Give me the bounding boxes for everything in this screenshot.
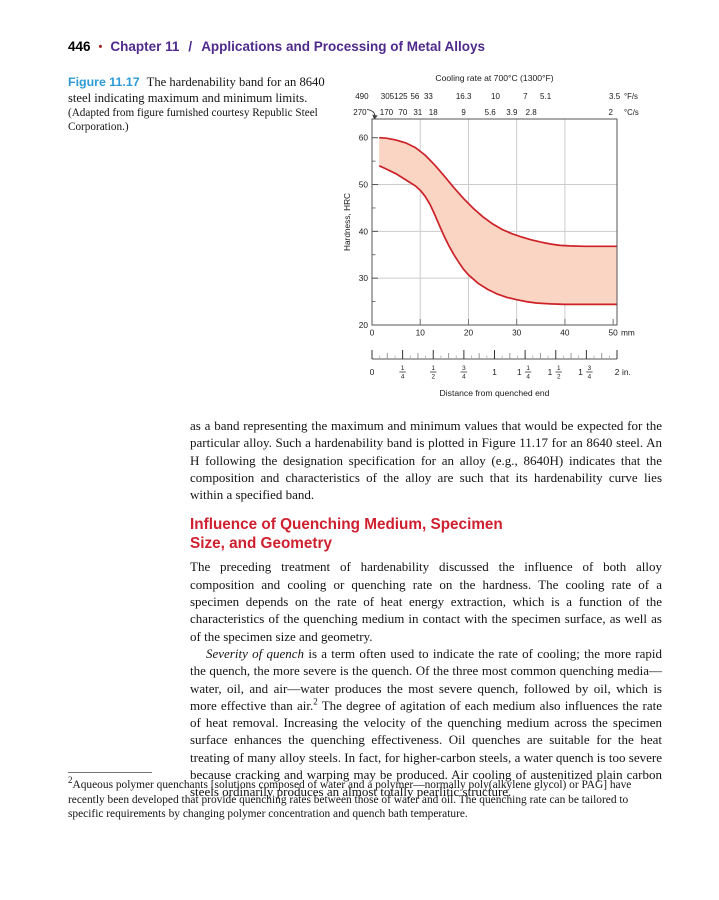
paragraph-severity-text2: The degree of agitation of each medium a…	[190, 697, 662, 800]
plot-border	[371, 118, 618, 326]
cooling-rate-unit: °C/s	[624, 108, 639, 117]
cooling-rate-label: 7	[523, 92, 528, 101]
x-axis-tick-label: 10	[416, 328, 426, 338]
footnote-text: 2Aqueous polymer quenchants [solutions c…	[68, 775, 664, 822]
inch-axis-label: 1	[517, 367, 522, 377]
inch-fraction-denominator: 2	[431, 374, 435, 381]
header-bullet: •	[98, 41, 103, 53]
cooling-rate-label: 70	[398, 108, 407, 117]
figure-label: Figure 11.17	[68, 75, 140, 89]
cooling-rate-label: 56	[410, 92, 419, 101]
inch-axis-label: 0	[370, 367, 375, 377]
y-axis-tick-label: 40	[359, 226, 369, 236]
x-axis-mm-unit: mm	[621, 328, 635, 338]
top-axis-title: Cooling rate at 700°C (1300°F)	[435, 73, 553, 83]
inch-axis-unit: in.	[622, 367, 631, 377]
figure-caption: Figure 11.17 The hardenability band for a…	[68, 75, 338, 135]
y-axis-tick-label: 60	[359, 133, 369, 143]
x-axis-tick-label: 20	[464, 328, 474, 338]
inch-axis-label: 2	[615, 367, 620, 377]
x-axis-tick-label: 50	[609, 328, 619, 338]
inch-axis-label: 1	[492, 367, 497, 377]
figure-caption-text: Figure 11.17 The hardenability band for a…	[68, 75, 338, 106]
footnote-body: Aqueous polymer quenchants [solutions co…	[68, 779, 632, 821]
figure-caption-body: The hardenability band for an 8640 steel…	[68, 75, 325, 105]
chapter-title: Applications and Processing of Metal All…	[201, 39, 485, 54]
cooling-rate-label: 3.9	[506, 108, 518, 117]
max-limit-curve	[379, 136, 617, 248]
cooling-rate-label: 5.1	[540, 92, 552, 101]
cooling-rate-label: 2.8	[526, 108, 538, 117]
figure-credit: (Adapted from figure furnished courtesy …	[68, 107, 318, 133]
inch-fraction-numerator: 1	[557, 365, 561, 372]
cooling-rate-label: 31	[413, 108, 422, 117]
origin-arrow-head	[372, 114, 378, 120]
footnote-rule	[68, 772, 152, 773]
paragraph-severity-of-quench: Severity of quench is a term often used …	[190, 645, 662, 801]
cooling-rate-label: 33	[424, 92, 433, 101]
x-axis-title: Distance from quenched end	[440, 388, 550, 398]
paragraph-quenching-medium: The preceding treatment of hardenability…	[190, 559, 662, 644]
inch-fraction-denominator: 4	[588, 374, 592, 381]
x-axis-tick-label: 0	[370, 328, 375, 338]
inch-fraction-numerator: 1	[401, 365, 405, 372]
inch-fraction-numerator: 1	[526, 365, 530, 372]
cooling-rate-label: 9	[461, 108, 466, 117]
hardenability-chart: Cooling rate at 700°C (1300°F) 490 305 125 5…	[338, 68, 700, 413]
hardenability-chart-svg: Cooling rate at 700°C (1300°F)490 305 125 5…	[342, 73, 639, 398]
hardenability-band	[379, 137, 617, 305]
body-text-column: as a band representing the maximum and m…	[190, 417, 662, 801]
cooling-rate-label: 18	[429, 108, 438, 117]
cooling-rate-label: 170	[380, 108, 394, 117]
inch-fraction-denominator: 4	[462, 374, 466, 381]
inch-fraction-denominator: 4	[401, 374, 405, 381]
inch-fraction-numerator: 3	[588, 365, 592, 372]
footnote-marker: 2	[68, 775, 73, 786]
inch-axis-label: 1	[578, 367, 583, 377]
cooling-rate-label: 125	[394, 92, 408, 101]
cooling-rate-label: 305	[381, 92, 395, 101]
inch-axis-label: 1	[548, 367, 553, 377]
cooling-rate-label: 10	[491, 92, 500, 101]
footnote-reference: 2	[313, 696, 318, 707]
inch-fraction-denominator: 4	[526, 374, 530, 381]
severity-of-quench-italic: Severity of quench	[206, 645, 305, 661]
y-axis-title: Hardness, HRC	[342, 193, 352, 251]
page-number: 446	[68, 39, 91, 54]
cooling-rate-label: 3.5	[609, 92, 621, 101]
cooling-rate-label: 16.3	[456, 92, 472, 101]
cooling-rate-label: 5.6	[485, 108, 497, 117]
running-header: 446 • Chapter 11 / Applications and Processi…	[68, 39, 485, 54]
cooling-rate-label: 270	[353, 108, 367, 117]
section-heading: Influence of Quenching Medium, Specimen …	[190, 515, 662, 553]
section-heading-line2: Size, and Geometry	[190, 535, 332, 553]
inch-fraction-numerator: 3	[462, 365, 466, 372]
y-axis-tick-label: 50	[359, 180, 369, 190]
y-axis-tick-label: 30	[359, 273, 369, 283]
section-heading-line1: Influence of Quenching Medium, Specimen	[190, 516, 503, 534]
header-slash: /	[188, 39, 193, 54]
x-axis-tick-label: 30	[512, 328, 522, 338]
cooling-rate-label: 490	[355, 92, 369, 101]
chapter-label: Chapter 11	[110, 39, 180, 54]
cooling-rate-label: 2	[609, 108, 614, 117]
min-limit-curve	[378, 165, 617, 306]
paragraph-hardenability-band: as a band representing the maximum and m…	[190, 418, 662, 503]
cooling-rate-unit: °F/s	[624, 92, 638, 101]
footnote: 2Aqueous polymer quenchants [solutions c…	[68, 772, 664, 822]
y-axis-tick-label: 20	[359, 320, 369, 330]
paragraph-severity-text1: is a term often used to indicate the rat…	[190, 645, 662, 713]
inch-fraction-numerator: 1	[431, 365, 435, 372]
x-axis-tick-label: 40	[560, 328, 570, 338]
inch-fraction-denominator: 2	[557, 374, 561, 381]
